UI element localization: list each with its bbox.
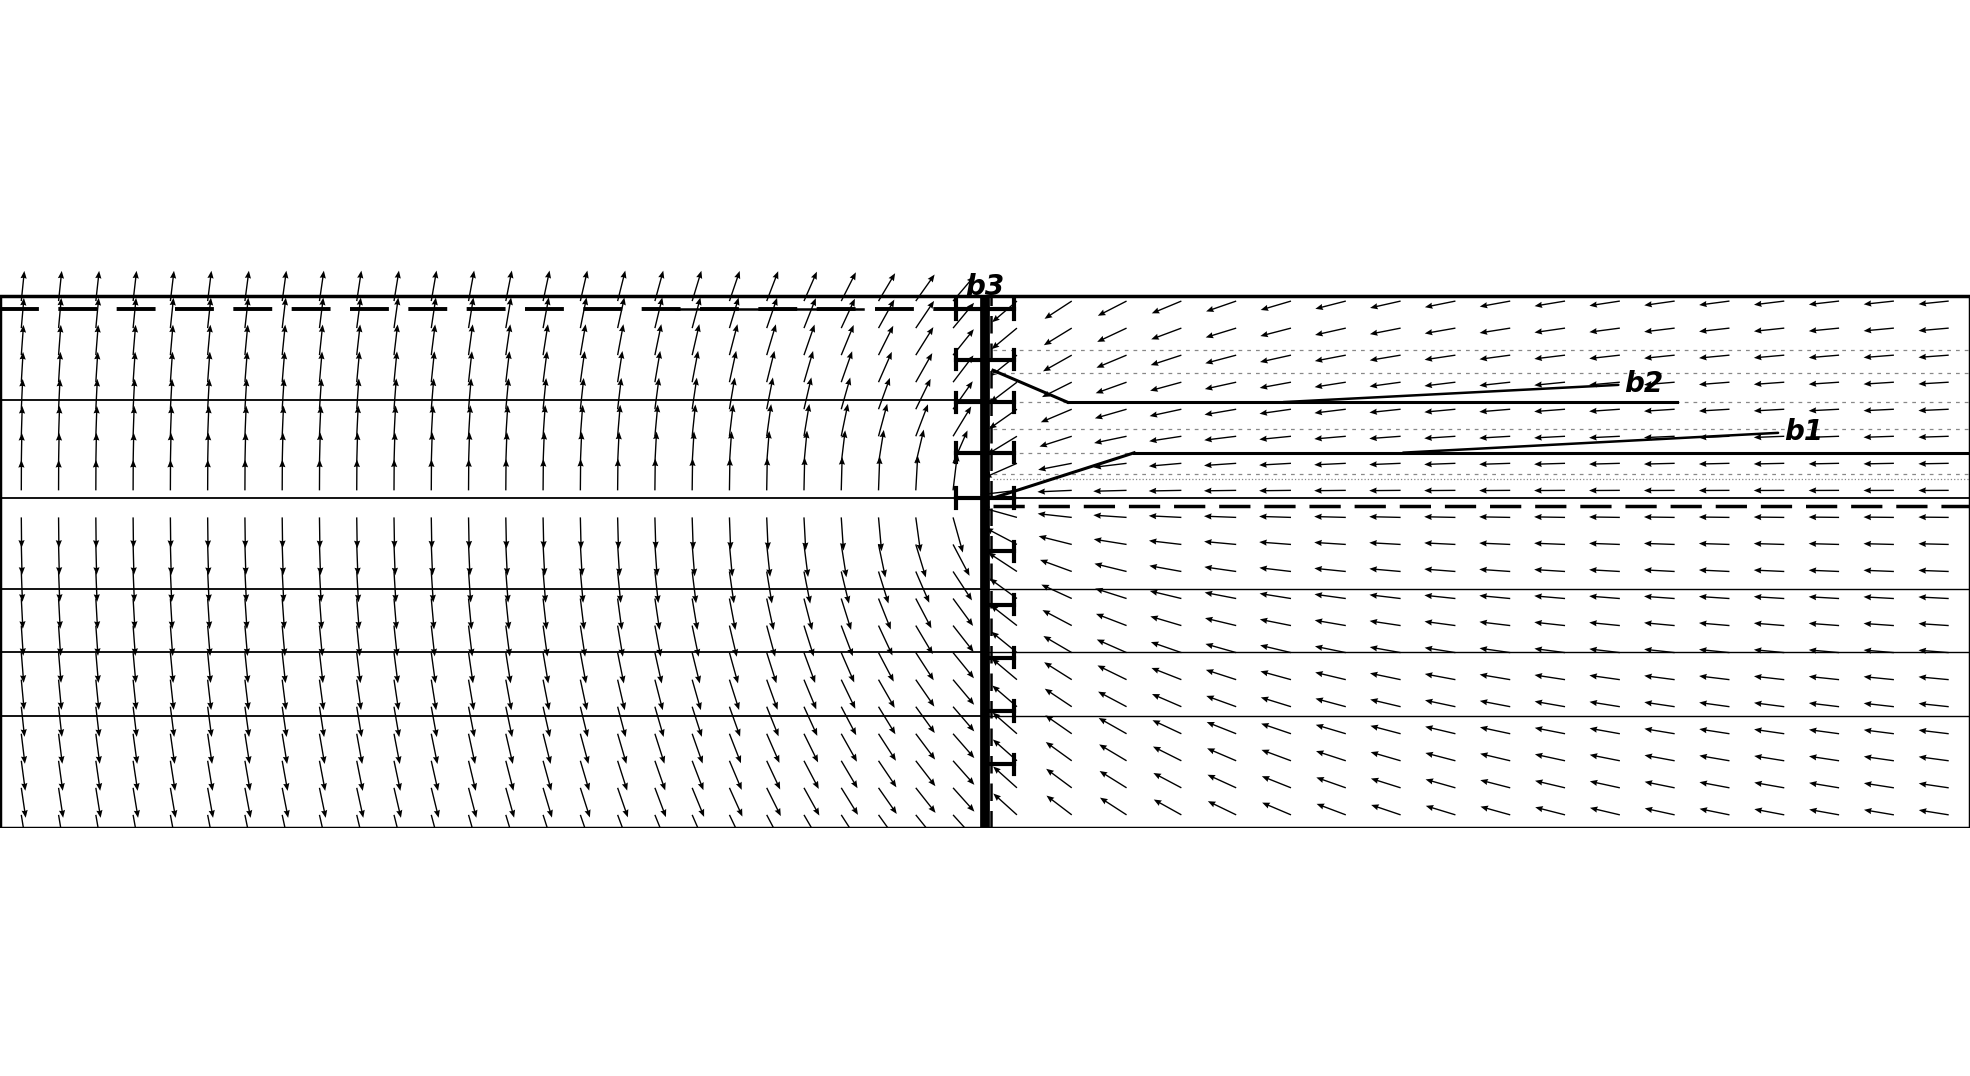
Text: b3: b3 (965, 272, 1005, 300)
Text: b1: b1 (1403, 417, 1822, 453)
Text: b2: b2 (1282, 369, 1663, 402)
